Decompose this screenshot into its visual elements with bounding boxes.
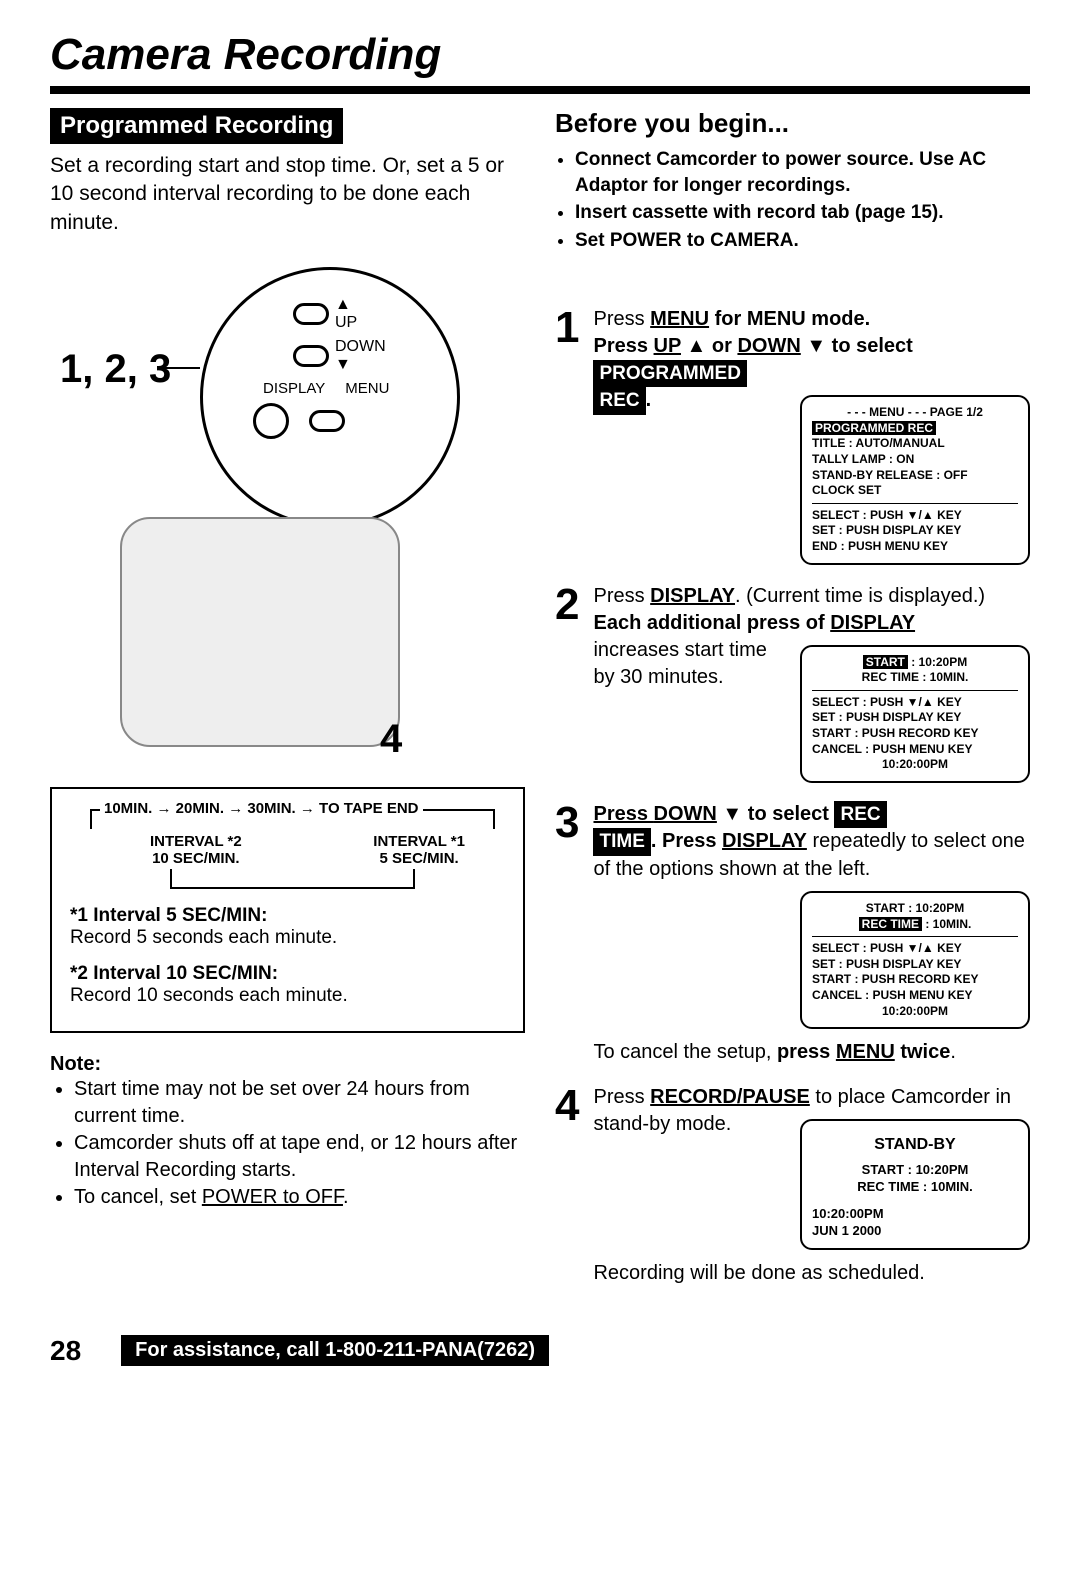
step-num-3: 3 <box>555 801 579 1066</box>
note-3: To cancel, set POWER to OFF. <box>74 1184 525 1211</box>
before-list: Connect Camcorder to power source. Use A… <box>575 147 1030 254</box>
screen-1: - - - MENU - - - PAGE 1/2 PROGRAMMED REC… <box>800 395 1030 564</box>
up-label: UP <box>335 314 357 331</box>
flow-b1a: INTERVAL *2 <box>150 833 242 850</box>
menu-button-shape <box>309 410 345 432</box>
step-num-4: 4 <box>555 1084 579 1286</box>
section-header: Programmed Recording <box>50 108 343 144</box>
step-4: 4 Press RECORD/PAUSE to place Camcorder … <box>555 1084 1030 1286</box>
step-1: 1 Press MENU for MENU mode. Press UP ▲ o… <box>555 306 1030 565</box>
before-2: Insert cassette with record tab (page 15… <box>575 200 1030 226</box>
int1-text: Record 5 seconds each minute. <box>70 927 505 949</box>
interval-box: 10MIN. → 20MIN. → 30MIN. → TO TAPE END I… <box>50 787 525 1033</box>
assistance-bar: For assistance, call 1-800-211-PANA(7262… <box>121 1335 549 1366</box>
menu-label: MENU <box>345 380 389 397</box>
control-diagram: 1, 2, 3 ▲UP DOWN▼ DISPLAY MENU <box>50 267 525 767</box>
before-1: Connect Camcorder to power source. Use A… <box>575 147 1030 198</box>
up-button-shape <box>293 303 329 325</box>
left-column: Programmed Recording Set a recording sta… <box>50 108 525 1305</box>
step-num-2: 2 <box>555 583 579 783</box>
step-2: 2 Press DISPLAY. (Current time is displa… <box>555 583 1030 783</box>
final-text: Recording will be done as scheduled. <box>593 1260 1030 1287</box>
control-circle: ▲UP DOWN▼ DISPLAY MENU <box>200 267 460 527</box>
int1-head: *1 Interval 5 SEC/MIN: <box>70 905 505 927</box>
note-2: Camcorder shuts off at tape end, or 12 h… <box>74 1130 525 1184</box>
flow-b2b: 5 SEC/MIN. <box>373 850 465 867</box>
intro-text: Set a recording start and stop time. Or,… <box>50 152 525 237</box>
label-4: 4 <box>380 717 402 762</box>
right-column: Before you begin... Connect Camcorder to… <box>555 108 1030 1305</box>
note-section: Note: Start time may not be set over 24 … <box>50 1053 525 1211</box>
flow-b1b: 10 SEC/MIN. <box>150 850 242 867</box>
flow-b2a: INTERVAL *1 <box>373 833 465 850</box>
note-title: Note: <box>50 1053 525 1076</box>
label-123: 1, 2, 3 <box>60 347 171 392</box>
step-3: 3 Press DOWN ▼ to select REC TIME. Press… <box>555 801 1030 1066</box>
int2-head: *2 Interval 10 SEC/MIN: <box>70 963 505 985</box>
step-num-1: 1 <box>555 306 579 565</box>
note-1: Start time may not be set over 24 hours … <box>74 1076 525 1130</box>
flow-diagram: 10MIN. → 20MIN. → 30MIN. → TO TAPE END I… <box>70 809 505 889</box>
before-title: Before you begin... <box>555 108 1030 139</box>
display-button-shape <box>253 403 289 439</box>
page-number: 28 <box>50 1335 81 1367</box>
screen-2: START : 10:20PM REC TIME : 10MIN. SELECT… <box>800 645 1030 783</box>
down-label: DOWN <box>335 338 386 355</box>
footer: 28 For assistance, call 1-800-211-PANA(7… <box>50 1335 1030 1367</box>
page-title: Camera Recording <box>50 30 1030 94</box>
display-label: DISPLAY <box>263 380 325 397</box>
camcorder-illustration <box>120 517 400 747</box>
screen-4: STAND-BY START : 10:20PM REC TIME : 10MI… <box>800 1119 1030 1249</box>
int2-text: Record 10 seconds each minute. <box>70 985 505 1007</box>
before-3: Set POWER to CAMERA. <box>575 228 1030 254</box>
down-button-shape <box>293 345 329 367</box>
flow-top-text: 10MIN. → 20MIN. → 30MIN. → TO TAPE END <box>100 800 423 817</box>
screen-3: START : 10:20PM REC TIME : 10MIN. SELECT… <box>800 891 1030 1029</box>
